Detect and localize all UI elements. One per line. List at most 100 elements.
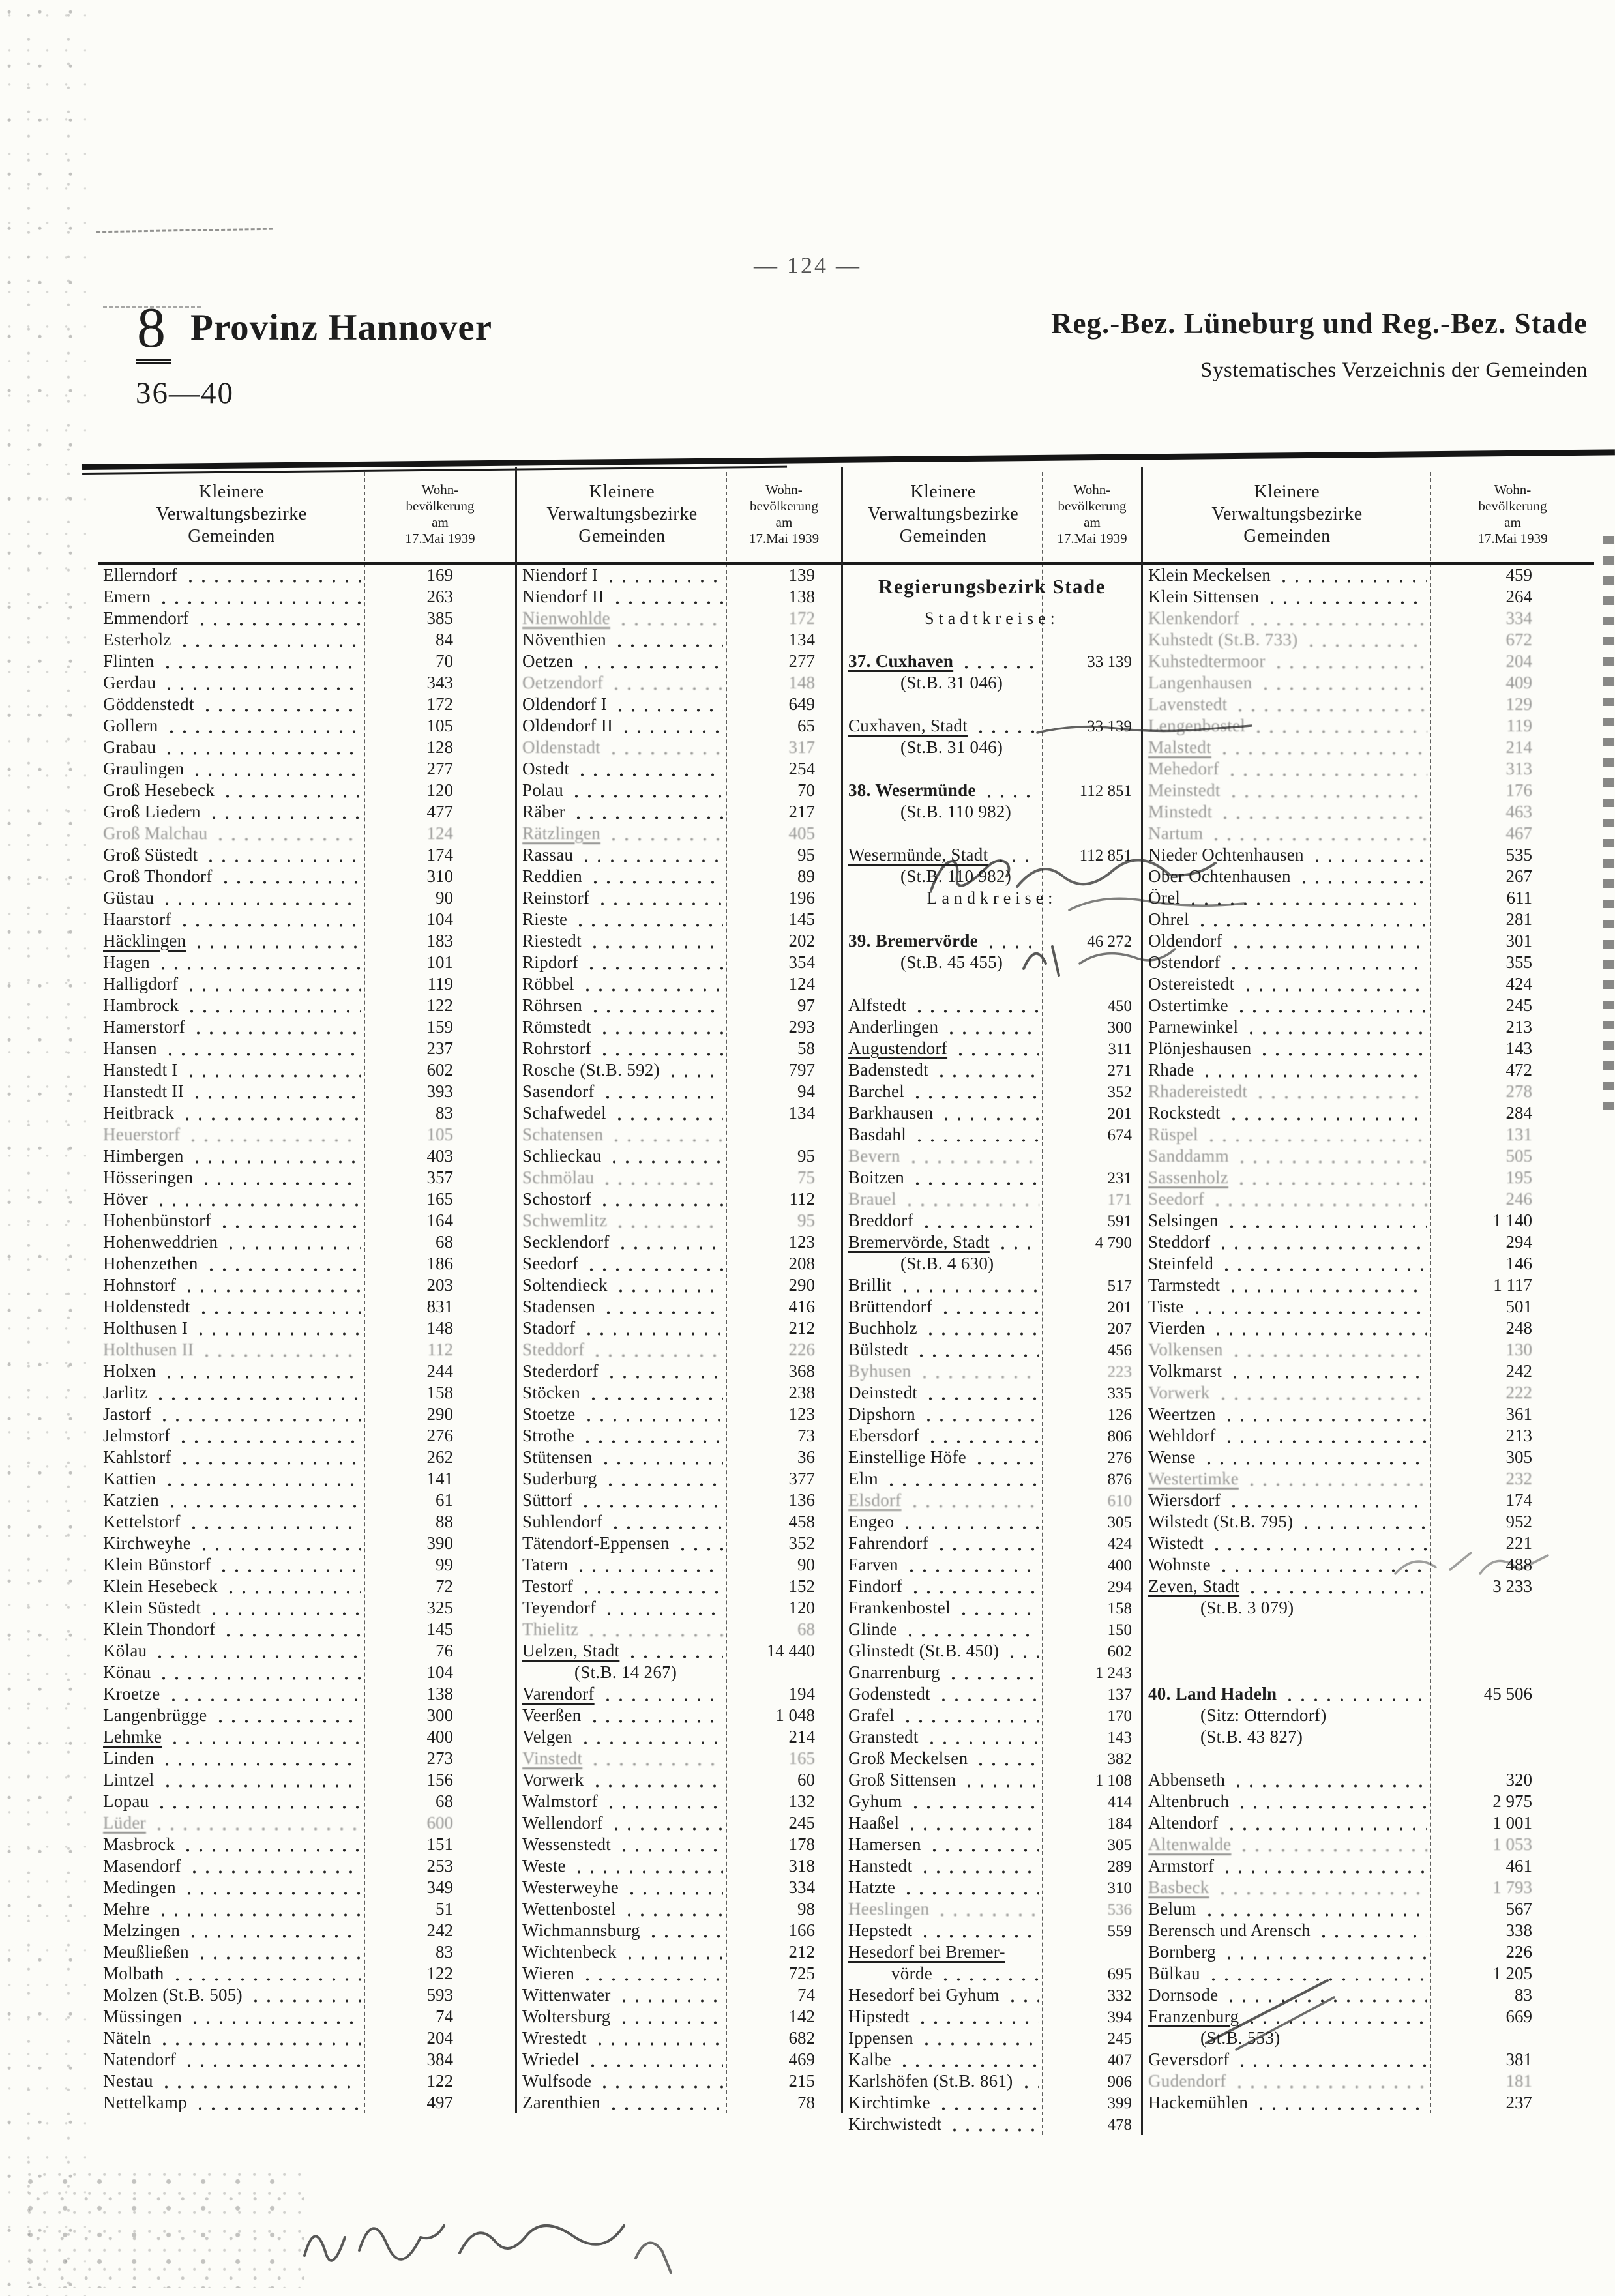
gemeinde-name: Volkmarst [1148,1361,1222,1381]
population-value: 238 [788,1383,816,1402]
gemeinde-name: Ohrel [1148,909,1189,929]
gemeinde-name: Barkhausen [848,1103,934,1123]
gemeinde-name: Növenthien [522,630,606,649]
population-value: 159 [426,1017,454,1037]
gemeinde-name: Bremervörde, Stadt [848,1232,990,1252]
dot-leader [1224,1102,1427,1124]
gemeinde-row: Weertzen 361 [1143,1404,1594,1425]
gemeinde-name: Klein Bünstorf [103,1555,211,1574]
dot-leader [1213,1877,1427,1898]
population-value: 289 [1107,1858,1133,1876]
population-value: 208 [788,1254,816,1273]
gemeinde-name: Heeslingen [848,1899,930,1919]
dot-leader [1252,2092,1427,2113]
population-value: 221 [1505,1533,1533,1553]
gemeinde-name: Hohenzethen [103,1254,198,1273]
population-value: 181 [1505,2071,1533,2091]
column-rows: Niendorf I 139 Niendorf II 138 Nienwohlde 172… [517,565,841,2113]
gemeinde-row: Heitbrack 83 [98,1102,515,1124]
gemeinde-name: Alfstedt [848,995,907,1015]
gemeinde-row: 37. Cuxhaven 33 139 [843,651,1141,672]
dot-leader [1215,737,1427,758]
gemeinde-name: Westerweyhe [522,1877,619,1897]
dot-leader [184,1920,361,1941]
gemeinde-name: Stütensen [522,1447,593,1467]
gemeinde-row: Ohrel 281 [1143,909,1594,930]
section-title: Provinz Hannover [190,307,493,348]
dot-leader [586,866,723,887]
gemeinde-name: Hohenweddrien [103,1232,218,1252]
spacer-row [843,758,1141,780]
gemeinde-row: Jarlitz 158 [98,1382,515,1404]
population-value: 95 [797,1146,815,1166]
gemeinde-row: Wehldorf 213 [1143,1425,1594,1447]
population-value: 83 [436,1103,453,1123]
column-header-population: Wohn- bevölkerung am 17.Mai 1939 [748,481,820,547]
population-value: 72 [436,1576,453,1596]
gemeinde-name: Emern [103,587,151,606]
gemeinde-row: Barchel 352 [843,1081,1141,1102]
population-value: 806 [1107,1428,1133,1445]
population-value: 245 [1505,995,1533,1015]
gemeinde-row: Katzien 61 [98,1490,515,1511]
gemeinde-row: Hohenzethen 186 [98,1253,515,1274]
gemeinde-name: Bornberg [1148,1942,1216,1962]
dot-leader [175,1447,361,1468]
gemeinde-row: Növenthien 134 [517,629,841,651]
gemeinde-row: Thielitz 68 [517,1619,841,1640]
gemeinde-name: Findorf [848,1576,903,1596]
dot-leader [586,995,723,1016]
gemeinde-name: Güstau [103,888,155,907]
dot-leader [945,2113,1039,2135]
population-value: 119 [1506,716,1533,735]
dot-leader [1301,629,1427,651]
column-divider-line [1430,472,1431,2113]
gemeinde-row: Molzen (St.B. 505) 593 [98,1984,515,2006]
gemeinde-name: Häcklingen [103,931,186,950]
gemeinde-name: Wriedel [522,2050,580,2069]
gemeinde-name: Elm [848,1469,878,1488]
dot-leader [902,1554,1039,1576]
gemeinde-row: Oetzen 277 [517,651,841,672]
population-value: 600 [426,1813,454,1832]
dot-leader [1251,1081,1427,1102]
gemeinde-row: Selsingen 1 140 [1143,1210,1594,1231]
gemeinde-name: Lopau [103,1791,149,1811]
gemeinde-row: Bremervörde, Stadt 4 790 [843,1231,1141,1253]
gemeinde-row: Hatzte 310 [843,1877,1141,1898]
population-value: 176 [1505,780,1533,800]
gemeinde-row: Melzingen 242 [98,1920,515,1941]
population-value: 695 [1107,1965,1133,1983]
population-value: 204 [426,2028,454,2048]
gemeinde-row: Niendorf II 138 [517,586,841,608]
dot-leader [906,1576,1039,1597]
gemeinde-row: Schmölau 75 [517,1167,841,1188]
dot-leader [900,1188,1039,1210]
statistik-note: (St.B. 553) [1200,2028,1281,2048]
gemeinde-row: Wense 305 [1143,1447,1594,1468]
dot-leader [1297,1511,1427,1533]
gemeinde-name: Jarlitz [103,1383,148,1402]
gemeinde-row: Stadorf 212 [517,1317,841,1339]
gemeinde-name: Groß Meckelsen [848,1748,968,1768]
dot-leader [201,844,361,866]
dot-leader [906,1791,1039,1812]
dot-leader [586,1748,723,1769]
population-value: 150 [1107,1621,1133,1639]
gemeinde-row: Kuhstedt (St.B. 733) 672 [1143,629,1594,651]
gemeinde-row: Anderlingen 300 [843,1016,1141,1038]
dot-leader [1219,1404,1427,1425]
population-value: 385 [426,608,454,628]
dot-leader [1255,1038,1427,1059]
gemeinde-row: Wittenwater 74 [517,1984,841,2006]
dot-leader [1204,1963,1427,1984]
gemeinde-name: Tatern [522,1555,569,1574]
population-value: 215 [788,2071,816,2091]
dot-leader [151,1188,361,1210]
dot-leader [1232,995,1427,1016]
gemeinde-name: Buchholz [848,1318,917,1338]
gemeinde-name: Ostedt [522,759,570,778]
gemeinde-row: Alfstedt 450 [843,995,1141,1016]
population-value: 78 [797,2093,815,2112]
population-value: 70 [436,651,453,671]
